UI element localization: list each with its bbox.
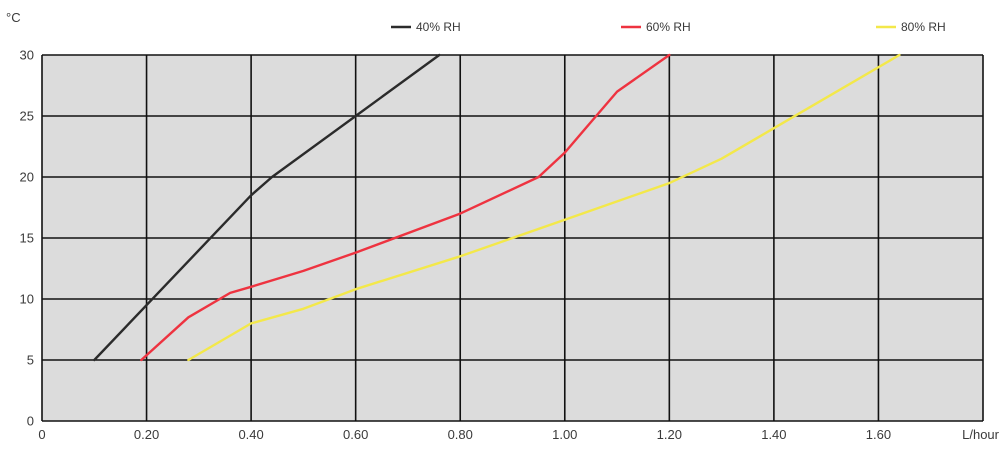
x-tick-label: 0.60 [343,427,368,442]
y-tick-label: 5 [27,353,34,368]
y-tick-label: 15 [20,231,34,246]
x-tick-label: 1.40 [761,427,786,442]
y-tick-label: 25 [20,109,34,124]
x-tick-label: 0 [38,427,45,442]
y-tick-label: 20 [20,170,34,185]
x-tick-label: 0.20 [134,427,159,442]
y-axis-unit-label: °C [6,10,21,25]
x-tick-label: 1.20 [657,427,682,442]
x-tick-label: 0.80 [448,427,473,442]
x-tick-label: 0.40 [238,427,263,442]
x-tick-label: 1.60 [866,427,891,442]
series-line-60-rh [140,53,671,362]
series-line-40-rh [93,53,441,362]
legend-label: 80% RH [901,20,946,34]
x-tick-label: 1.00 [552,427,577,442]
tick-labels: 0 0.20 0.40 0.60 0.80 1.00 1.20 1.40 1.60 0 5 10 15 2… [20,48,892,443]
legend: 40% RH 60% RH 80% RH [391,20,946,34]
series-lines [93,53,901,362]
y-tick-label: 0 [27,414,34,429]
legend-label: 40% RH [416,20,461,34]
legend-label: 60% RH [646,20,691,34]
y-tick-label: 10 [20,292,34,307]
series-line-80-rh [187,53,901,362]
x-axis-unit-label: L/hour [962,427,1000,442]
y-tick-label: 30 [20,48,34,63]
